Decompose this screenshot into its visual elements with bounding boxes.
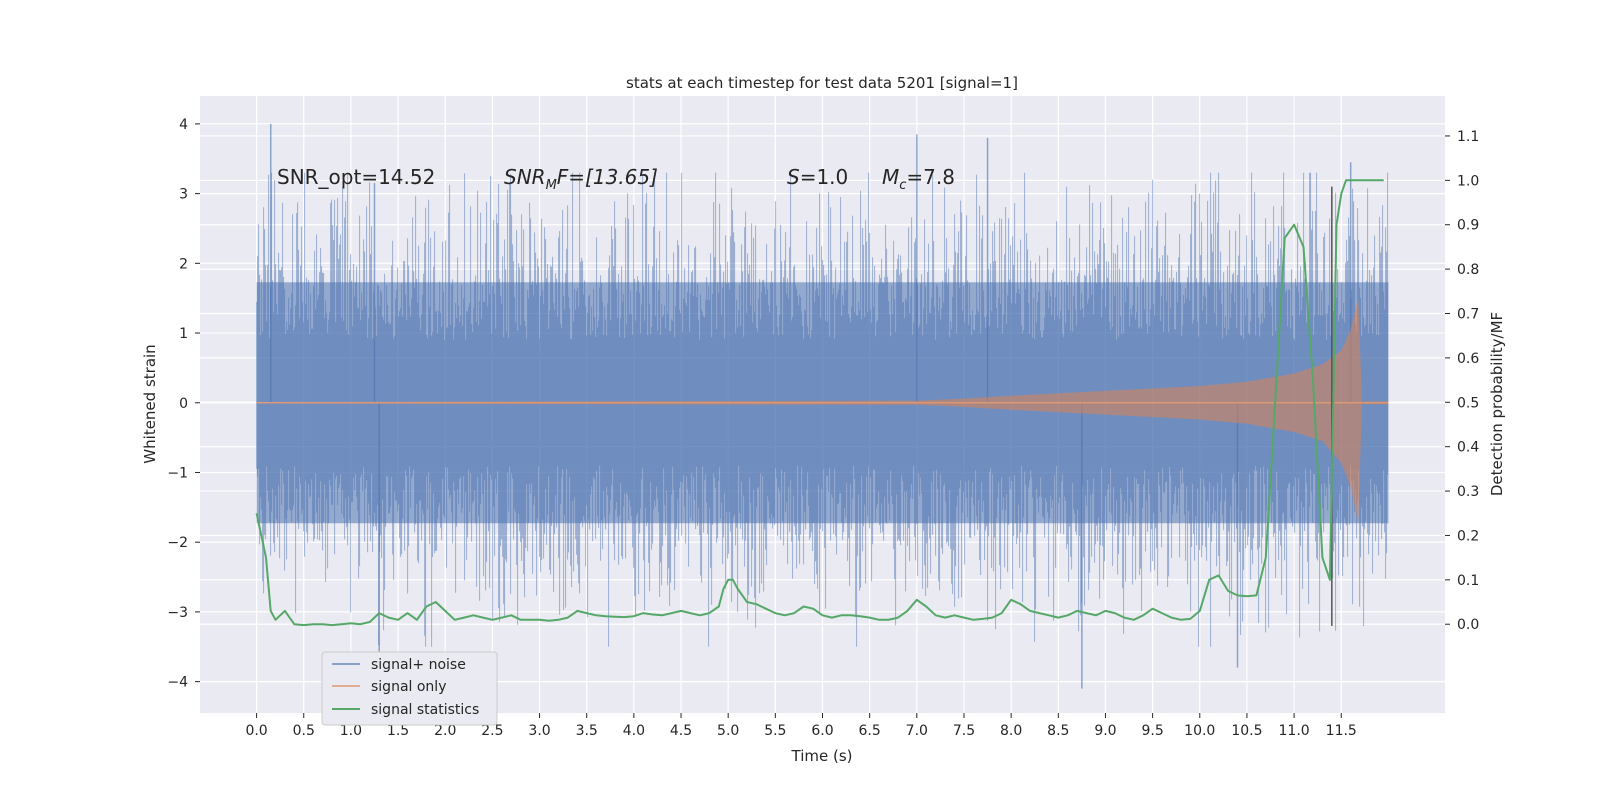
- annotations: SNR_opt=14.52 SNRMF=[13.65] S=1.0 Mc=7.8: [277, 165, 955, 193]
- y-tick-label-right: 1.1: [1457, 129, 1479, 145]
- x-tick-label: 6.5: [859, 723, 881, 739]
- signal-statistics-line: [255, 179, 1384, 627]
- y-tick-label-left: −3: [167, 605, 188, 621]
- legend-label-signal-noise: signal+ noise: [371, 657, 466, 673]
- signal-only-series: [256, 298, 1389, 523]
- x-tick-label: 0.5: [293, 723, 315, 739]
- y-axis-left: 4 3 2 1 0 −1 −2 −3 −4: [167, 117, 200, 691]
- y-tick-label-left: 3: [179, 187, 188, 203]
- signal-statistics-series: [255, 179, 1384, 627]
- x-tick-label: 4.0: [623, 723, 645, 739]
- legend: signal+ noise signal only signal statist…: [321, 651, 498, 726]
- x-tick-label: 11.5: [1326, 723, 1357, 739]
- x-tick-label: 9.5: [1141, 723, 1163, 739]
- legend-label-signal-only: signal only: [371, 679, 446, 695]
- annotation-s: S=1.0: [787, 165, 848, 189]
- y-tick-label-right: 0.7: [1457, 307, 1479, 323]
- x-tick-label: 8.5: [1047, 723, 1069, 739]
- annotation-mc: Mc=7.8: [882, 165, 955, 193]
- x-tick-label: 7.5: [953, 723, 975, 739]
- y-tick-label-right: 0.3: [1457, 484, 1479, 500]
- legend-box: [321, 651, 498, 726]
- y-tick-label-right: 0.5: [1457, 395, 1479, 411]
- x-axis: 0.0 0.5 1.0 1.5 2.0 2.5 3.0 3.5 4.0 4.5 5.0 5.5 6.0 6…: [245, 713, 1357, 739]
- x-axis-label: Time (s): [791, 747, 853, 765]
- y-tick-label-left: 4: [179, 117, 188, 133]
- x-tick-label: 0.0: [245, 723, 267, 739]
- y-tick-label-right: 0.1: [1457, 573, 1479, 589]
- x-tick-label: 8.0: [1000, 723, 1022, 739]
- x-tick-label: 2.5: [481, 723, 503, 739]
- y-tick-label-left: −1: [167, 465, 188, 481]
- x-tick-label: 7.0: [906, 723, 928, 739]
- annotation-snr-mf: SNRMF=[13.65]: [504, 165, 658, 193]
- y-tick-label-right: 0.4: [1457, 440, 1479, 456]
- y-tick-label-left: 1: [179, 326, 188, 342]
- x-tick-label: 4.5: [670, 723, 692, 739]
- y-tick-label-right: 0.2: [1457, 528, 1479, 544]
- y-tick-label-left: 2: [179, 256, 188, 272]
- x-tick-label: 9.0: [1094, 723, 1116, 739]
- y-tick-label-right: 0.0: [1457, 617, 1479, 633]
- y-axis-right: 1.1 1.0 0.9 0.8 0.7 0.6 0.5 0.4 0.3 0.2 0.1 0.0: [1445, 129, 1479, 633]
- y-tick-label-right: 0.9: [1457, 218, 1479, 234]
- y-tick-label-right: 0.8: [1457, 262, 1479, 278]
- x-tick-label: 10.5: [1231, 723, 1262, 739]
- y-tick-label-left: −4: [167, 675, 188, 691]
- annotation-snr-opt: SNR_opt=14.52: [277, 165, 435, 189]
- y-axis-label-left: Whitened strain: [141, 344, 159, 463]
- chart-title: stats at each timestep for test data 520…: [626, 74, 1018, 92]
- x-tick-label: 5.5: [764, 723, 786, 739]
- x-tick-label: 6.0: [811, 723, 833, 739]
- x-tick-label: 3.0: [528, 723, 550, 739]
- y-axis-label-right: Detection probability/MF: [1488, 312, 1506, 496]
- x-tick-label: 3.5: [576, 723, 598, 739]
- x-tick-label: 10.0: [1184, 723, 1215, 739]
- x-tick-label: 5.0: [717, 723, 739, 739]
- x-tick-label: 2.0: [434, 723, 456, 739]
- y-tick-label-left: 0: [179, 396, 188, 412]
- x-tick-label: 11.0: [1279, 723, 1310, 739]
- y-tick-label-left: −2: [167, 535, 188, 551]
- y-tick-label-right: 1.0: [1457, 173, 1479, 189]
- legend-label-signal-statistics: signal statistics: [371, 702, 479, 718]
- x-tick-label: 1.5: [387, 723, 409, 739]
- y-tick-label-right: 0.6: [1457, 351, 1479, 367]
- x-tick-label: 1.0: [340, 723, 362, 739]
- signal-only-envelope: [256, 298, 1389, 523]
